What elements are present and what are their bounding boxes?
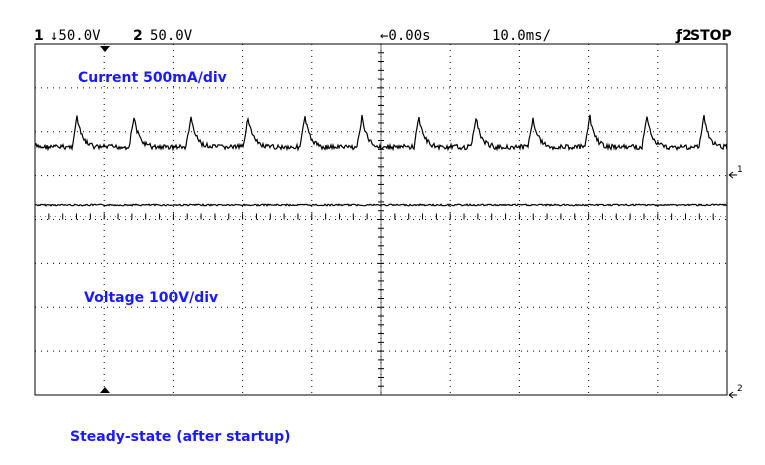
time-scale: 10.0ms/ [492, 28, 551, 44]
voltage-label: Voltage 100V/div [84, 290, 218, 306]
trigger: ƒ2 [675, 28, 692, 44]
graticule-border [34, 43, 728, 396]
status: STOP [690, 28, 732, 44]
channel2-scale: 50.0V [150, 28, 193, 44]
time-offset: ←0.00s [380, 28, 431, 44]
channel1-arrow [728, 171, 737, 179]
channel2-marker: 2 [737, 384, 743, 394]
voltage-trace [34, 203, 728, 207]
current-label: Current 500mA/div [78, 70, 227, 86]
channel1-scale: ↓50.0V [50, 28, 101, 44]
header: 1 ↓50.0V 2 50.0V ←0.00s 10.0ms/ ƒ2 STOP [34, 28, 732, 44]
channel2-arrow [728, 391, 737, 399]
channel-markers: 1 2 [728, 165, 743, 399]
channel2-label: 2 [133, 28, 143, 44]
current-trace [34, 114, 728, 152]
trigger-position-marker [100, 46, 110, 52]
graticule [34, 43, 727, 396]
channel1-label: 1 [34, 28, 44, 44]
trigger-position-marker [100, 387, 110, 393]
caption: Steady-state (after startup) [70, 429, 291, 445]
channel1-marker: 1 [737, 165, 743, 175]
